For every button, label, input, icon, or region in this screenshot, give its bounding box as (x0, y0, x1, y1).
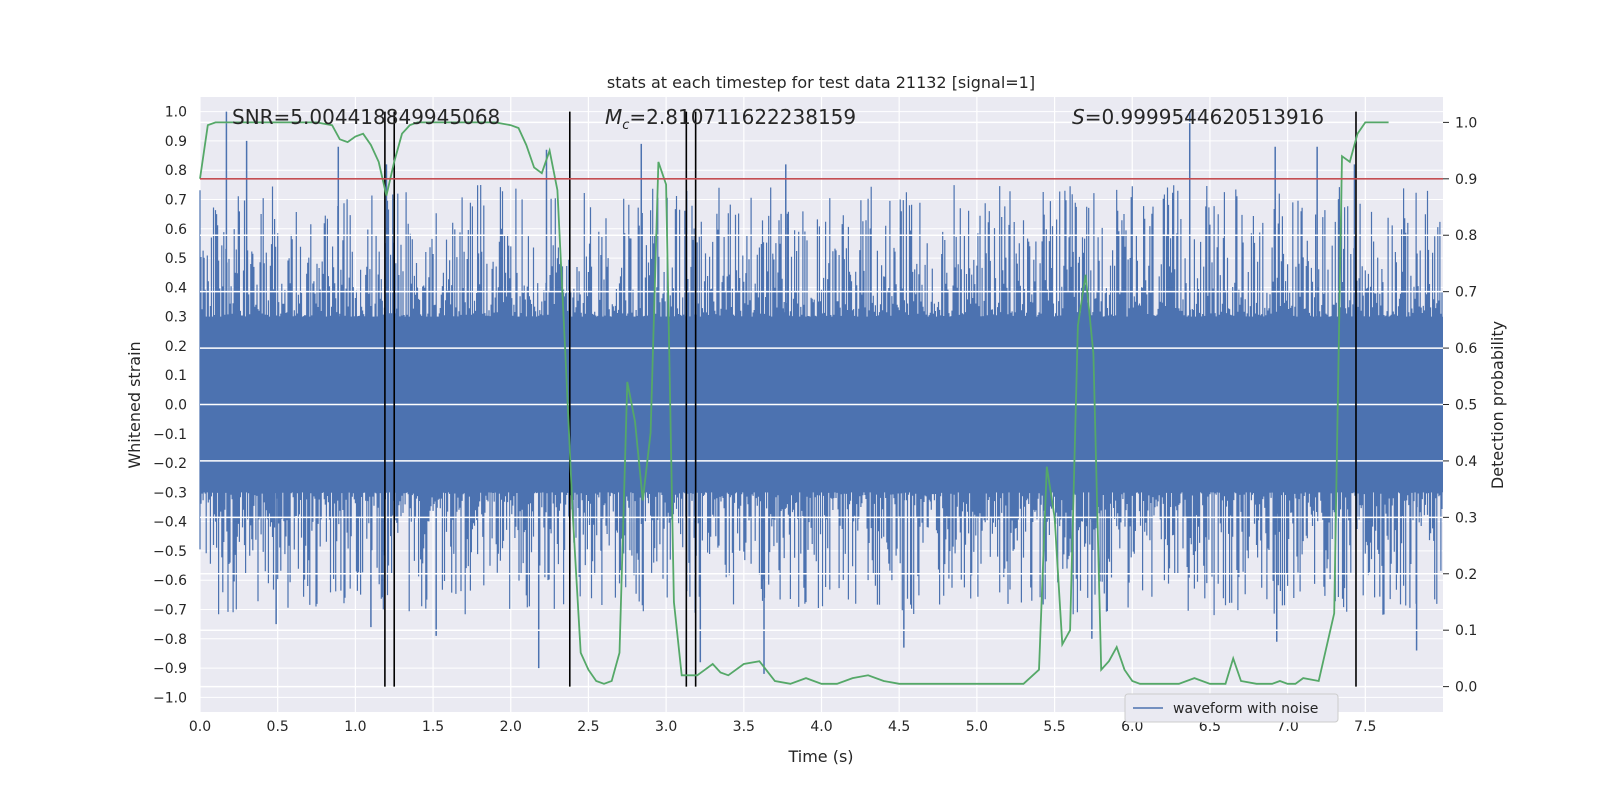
y-left-tick-label: 0.7 (165, 193, 187, 209)
y-left-tick-label: 0.1 (165, 368, 187, 384)
y-left-tick-label: −0.3 (153, 485, 187, 501)
x-tick-label: 7.0 (1276, 719, 1298, 735)
x-tick-label: 4.0 (810, 719, 832, 735)
y-right-tick-label: 0.1 (1455, 623, 1477, 639)
y-left-tick-label: 0.4 (165, 280, 187, 296)
y-left-tick-label: −1.0 (153, 690, 187, 706)
mc-annotation: Mc=2.810711622238159 (605, 105, 856, 133)
y-left-tick-label: 0.2 (165, 339, 187, 355)
x-tick-label: 5.0 (966, 719, 988, 735)
y-left-tick-label: 0.8 (165, 163, 187, 179)
y-left-tick-label: 0.6 (165, 222, 187, 238)
y-left-tick-label: −0.2 (153, 456, 187, 472)
y-left-tick-label: −0.1 (153, 427, 187, 443)
s-annotation: S=0.9999544620513916 (1072, 105, 1324, 129)
y-left-tick-label: −0.8 (153, 632, 187, 648)
y-right-tick-label: 0.0 (1455, 680, 1477, 696)
x-tick-label: 6.0 (1121, 719, 1143, 735)
y-left-tick-label: 1.0 (165, 105, 187, 121)
y-right-tick-label: 0.5 (1455, 398, 1477, 414)
y-right-tick-label: 1.0 (1455, 115, 1477, 131)
x-tick-label: 0.0 (189, 719, 211, 735)
y-left-tick-label: −0.5 (153, 544, 187, 560)
mc-symbol: M (605, 105, 622, 129)
y-left-tick-label: 0.9 (165, 134, 187, 150)
probability-line (199, 121, 1389, 685)
y-left-tick-label: 0.0 (165, 398, 187, 414)
y-left-tick-label: −0.6 (153, 573, 187, 589)
y-left-tick-label: −0.9 (153, 661, 187, 677)
legend-label: waveform with noise (1173, 701, 1318, 717)
y-axis-label-left: Whitened strain (125, 341, 144, 468)
tick-labels: 0.0 0.5 1.0 1.5 2.0 2.5 3.0 3.5 4.0 4.5 5.0 5.5 6.0 6… (153, 105, 1477, 735)
legend-box (1124, 693, 1339, 723)
x-tick-label: 2.0 (500, 719, 522, 735)
y-right-tick-label: 0.7 (1455, 285, 1477, 301)
y-right-tick-label: 0.2 (1455, 567, 1477, 583)
x-axis-label: Time (s) (787, 747, 853, 766)
x-tick-label: 3.0 (655, 719, 677, 735)
y-left-tick-label: −0.4 (153, 515, 187, 531)
x-tick-label: 5.5 (1043, 719, 1065, 735)
chart-title: stats at each timestep for test data 211… (607, 73, 1035, 92)
y-right-tick-label: 0.3 (1455, 510, 1477, 526)
x-tick-label: 3.5 (733, 719, 755, 735)
x-tick-label: 4.5 (888, 719, 910, 735)
x-tick-label: 1.5 (422, 719, 444, 735)
x-tick-label: 0.5 (267, 719, 289, 735)
y-right-tick-label: 0.4 (1455, 454, 1477, 470)
y-right-tick-label: 0.6 (1455, 341, 1477, 357)
x-tick-label: 7.5 (1354, 719, 1376, 735)
legend: waveform with noise (1124, 693, 1339, 723)
snr-annotation: SNR=5.004418849945068 (232, 105, 500, 129)
vertical-markers (384, 111, 1357, 687)
x-tick-label: 2.5 (577, 719, 599, 735)
y-left-tick-label: 0.5 (165, 251, 187, 267)
s-symbol: S (1072, 105, 1085, 129)
s-value: =0.9999544620513916 (1085, 105, 1324, 129)
y-left-tick-label: −0.7 (153, 603, 187, 619)
x-tick-label: 1.0 (344, 719, 366, 735)
x-tick-label: 6.5 (1199, 719, 1221, 735)
y-axis-label-right: Detection probability (1488, 321, 1507, 489)
y-right-tick-label: 0.9 (1455, 172, 1477, 188)
probability-series (199, 121, 1389, 685)
y-left-tick-label: 0.3 (165, 310, 187, 326)
y-right-tick-label: 0.8 (1455, 228, 1477, 244)
mc-subscript: c (622, 118, 629, 133)
mc-value: =2.810711622238159 (629, 105, 856, 129)
